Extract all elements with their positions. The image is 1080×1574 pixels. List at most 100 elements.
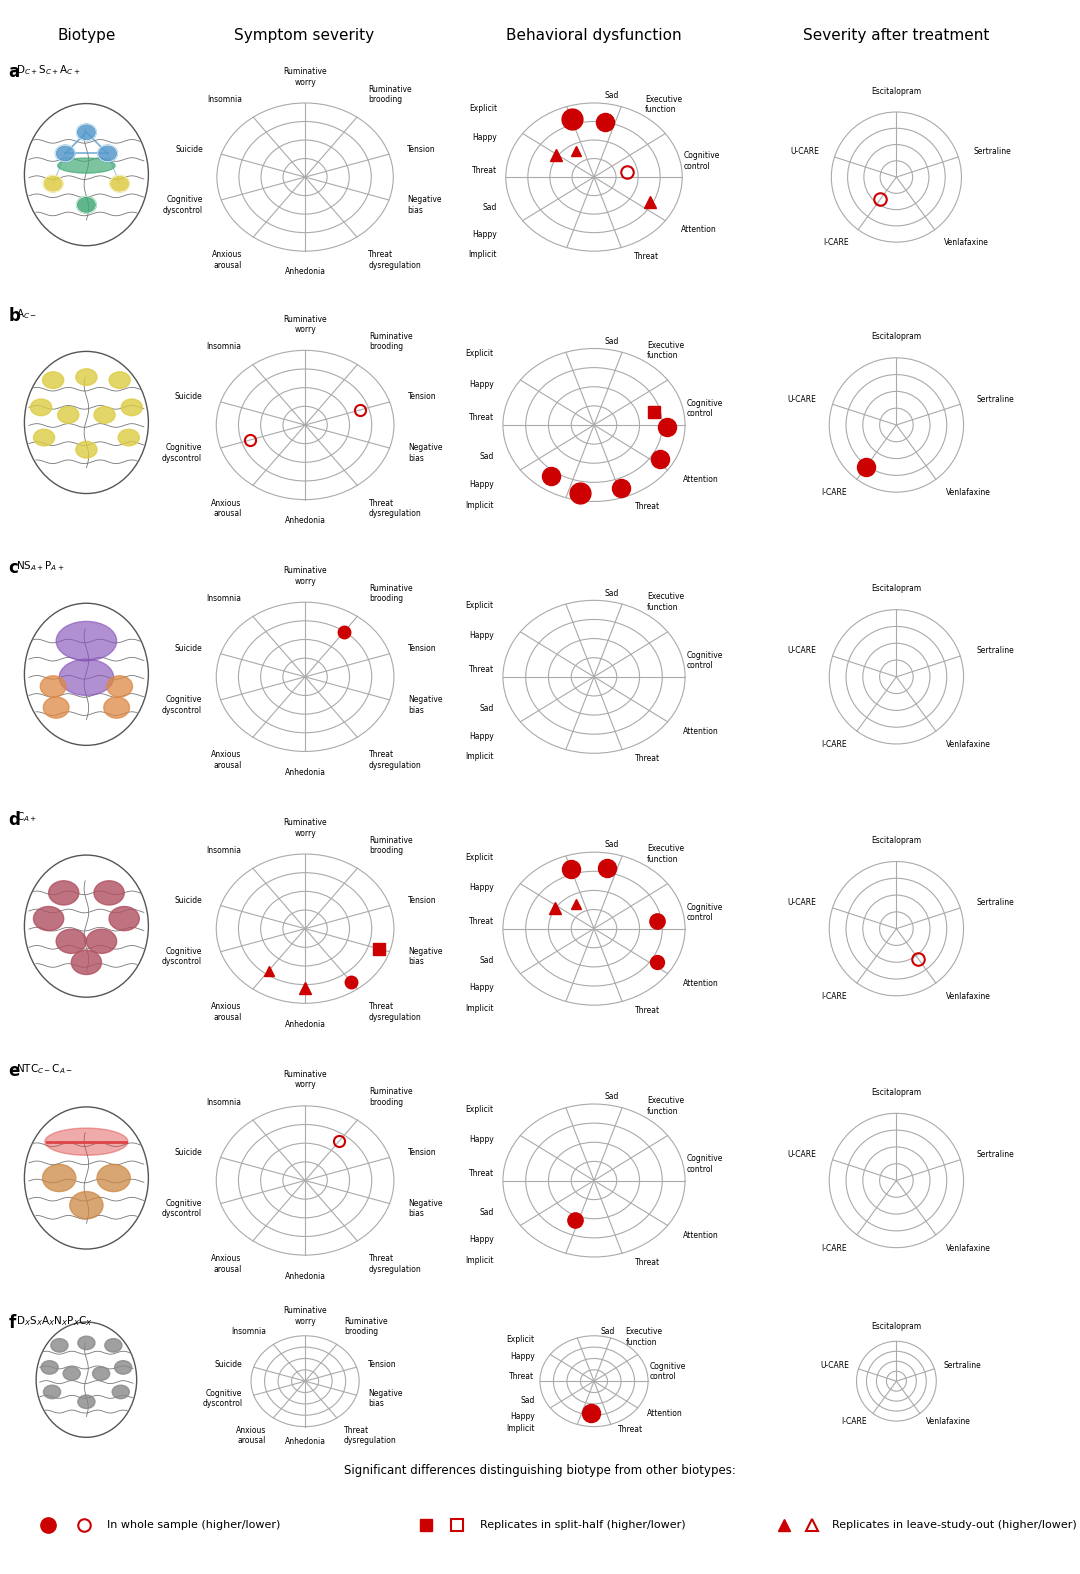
Text: Happy: Happy xyxy=(469,883,494,892)
Text: Sad: Sad xyxy=(483,203,497,212)
Text: Threat: Threat xyxy=(469,918,494,926)
Ellipse shape xyxy=(71,951,102,974)
Text: Replicates in split-half (higher/lower): Replicates in split-half (higher/lower) xyxy=(480,1520,686,1530)
Text: Happy: Happy xyxy=(469,480,494,488)
Text: Executive
function: Executive function xyxy=(647,340,684,360)
Ellipse shape xyxy=(30,400,52,416)
Ellipse shape xyxy=(63,1366,80,1380)
Ellipse shape xyxy=(77,124,96,140)
Ellipse shape xyxy=(56,929,86,954)
Text: Sad: Sad xyxy=(480,452,494,461)
Text: Cognitive
dyscontrol: Cognitive dyscontrol xyxy=(162,1199,202,1218)
Text: Suicide: Suicide xyxy=(215,1360,242,1368)
Text: Venlafaxine: Venlafaxine xyxy=(946,488,990,497)
Text: Insomnia: Insomnia xyxy=(207,94,242,104)
Ellipse shape xyxy=(94,406,116,423)
Text: Anhedonia: Anhedonia xyxy=(285,1437,325,1445)
Text: Threat: Threat xyxy=(634,252,659,261)
Text: Cognitive
control: Cognitive control xyxy=(649,1362,686,1380)
Text: U-CARE: U-CARE xyxy=(791,148,819,156)
Text: U-CARE: U-CARE xyxy=(787,647,816,655)
Text: Threat: Threat xyxy=(469,414,494,422)
Text: Implicit: Implicit xyxy=(465,1256,494,1265)
Text: Executive
function: Executive function xyxy=(647,844,684,864)
Text: Anxious
arousal: Anxious arousal xyxy=(211,499,242,518)
Text: Significant differences distinguishing biotype from other biotypes:: Significant differences distinguishing b… xyxy=(345,1464,735,1478)
Text: D$_X$S$_X$A$_X$N$_X$P$_X$C$_X$: D$_X$S$_X$A$_X$N$_X$P$_X$C$_X$ xyxy=(16,1314,93,1328)
Text: Threat: Threat xyxy=(472,165,497,175)
Ellipse shape xyxy=(112,1385,130,1399)
Text: D$_{C+}$S$_{C+}$A$_{C+}$: D$_{C+}$S$_{C+}$A$_{C+}$ xyxy=(16,63,81,77)
Text: I-CARE: I-CARE xyxy=(822,1243,847,1253)
Text: Implicit: Implicit xyxy=(507,1424,535,1434)
Text: Cognitive
control: Cognitive control xyxy=(684,151,720,172)
Ellipse shape xyxy=(43,1385,60,1399)
Text: Implicit: Implicit xyxy=(465,1004,494,1014)
Text: I-CARE: I-CARE xyxy=(822,488,847,497)
Text: I-CARE: I-CARE xyxy=(822,740,847,749)
Text: Ruminative
worry: Ruminative worry xyxy=(283,1070,327,1089)
Ellipse shape xyxy=(42,371,64,389)
Text: Threat: Threat xyxy=(635,1006,660,1015)
Ellipse shape xyxy=(105,1338,122,1352)
Text: Suicide: Suicide xyxy=(174,896,202,905)
Text: Sad: Sad xyxy=(605,91,619,101)
Text: Negative
bias: Negative bias xyxy=(408,1199,443,1218)
Ellipse shape xyxy=(42,1165,76,1192)
Text: e: e xyxy=(9,1062,21,1080)
Ellipse shape xyxy=(43,175,63,192)
Text: Escitalopram: Escitalopram xyxy=(872,584,921,593)
Text: Happy: Happy xyxy=(510,1352,535,1362)
Text: Attention: Attention xyxy=(684,475,719,485)
Text: Executive
function: Executive function xyxy=(645,94,683,115)
Text: Suicide: Suicide xyxy=(174,644,202,653)
Text: Sad: Sad xyxy=(600,1327,615,1336)
Text: Happy: Happy xyxy=(510,1412,535,1421)
Ellipse shape xyxy=(114,1360,132,1374)
Ellipse shape xyxy=(94,881,124,905)
Text: In whole sample (higher/lower): In whole sample (higher/lower) xyxy=(107,1520,280,1530)
Text: U-CARE: U-CARE xyxy=(820,1362,849,1371)
Ellipse shape xyxy=(78,1395,95,1409)
Text: Threat: Threat xyxy=(635,754,660,763)
Text: Cognitive
control: Cognitive control xyxy=(687,1154,724,1174)
Text: Symptom severity: Symptom severity xyxy=(234,28,375,44)
Text: Escitalopram: Escitalopram xyxy=(872,87,921,96)
Text: Anxious
arousal: Anxious arousal xyxy=(211,1254,242,1273)
Text: Venlafaxine: Venlafaxine xyxy=(946,1243,990,1253)
Text: Ruminative
brooding: Ruminative brooding xyxy=(368,836,413,855)
Text: Tension: Tension xyxy=(407,145,436,154)
Text: Ruminative
brooding: Ruminative brooding xyxy=(368,584,413,603)
Text: Cognitive
dyscontrol: Cognitive dyscontrol xyxy=(162,444,202,463)
Text: Cognitive
control: Cognitive control xyxy=(687,902,724,922)
Text: Explicit: Explicit xyxy=(465,601,494,611)
Text: Replicates in leave-study-out (higher/lower): Replicates in leave-study-out (higher/lo… xyxy=(833,1520,1077,1530)
Ellipse shape xyxy=(57,406,79,423)
Text: Ruminative
worry: Ruminative worry xyxy=(283,1306,327,1325)
Text: Explicit: Explicit xyxy=(465,1105,494,1114)
Text: Threat: Threat xyxy=(469,666,494,674)
Ellipse shape xyxy=(77,197,96,212)
Text: Threat
dysregulation: Threat dysregulation xyxy=(368,1254,421,1273)
Ellipse shape xyxy=(76,441,97,458)
Text: Happy: Happy xyxy=(472,230,497,239)
Text: Escitalopram: Escitalopram xyxy=(872,1088,921,1097)
Text: Venlafaxine: Venlafaxine xyxy=(926,1417,971,1426)
Text: Cognitive
dyscontrol: Cognitive dyscontrol xyxy=(162,948,202,966)
Ellipse shape xyxy=(55,145,76,162)
Text: Sertraline: Sertraline xyxy=(976,1151,1014,1158)
Text: Negative
bias: Negative bias xyxy=(368,1388,403,1409)
Text: Tension: Tension xyxy=(408,392,436,401)
Text: I-CARE: I-CARE xyxy=(822,992,847,1001)
Text: Attention: Attention xyxy=(647,1409,683,1418)
Text: A$_{C-}$: A$_{C-}$ xyxy=(16,307,37,321)
Ellipse shape xyxy=(78,1336,95,1349)
Text: Sad: Sad xyxy=(605,589,619,598)
Text: Anxious
arousal: Anxious arousal xyxy=(211,1003,242,1022)
Text: Threat: Threat xyxy=(635,1258,660,1267)
Text: Threat
dysregulation: Threat dysregulation xyxy=(368,499,421,518)
Text: Sertraline: Sertraline xyxy=(974,148,1012,156)
Text: Attention: Attention xyxy=(684,1231,719,1240)
Text: U-CARE: U-CARE xyxy=(787,899,816,907)
Text: Anhedonia: Anhedonia xyxy=(285,268,325,277)
